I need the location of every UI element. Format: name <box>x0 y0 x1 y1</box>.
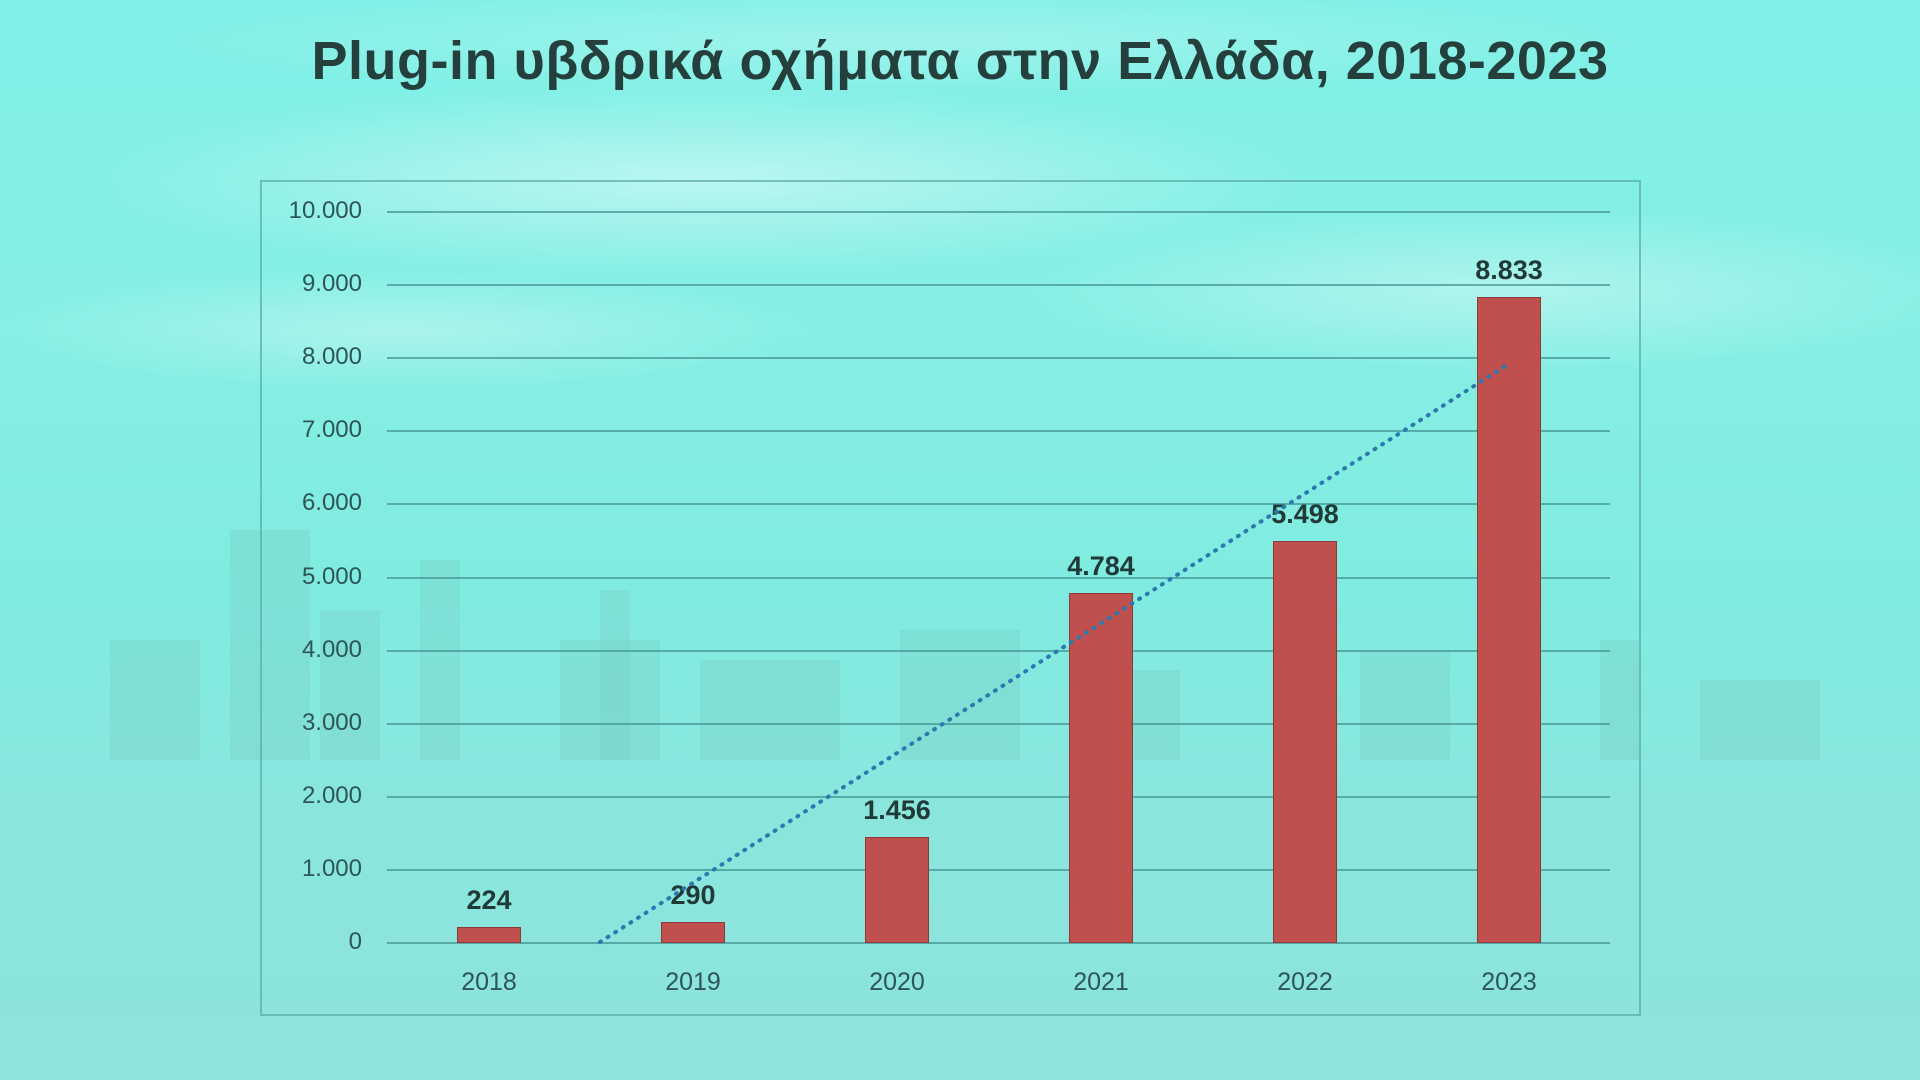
y-tick-label: 2.000 <box>301 781 362 809</box>
gridline <box>387 284 1610 287</box>
data-label: 5.498 <box>1271 499 1339 530</box>
data-label: 1.456 <box>863 794 931 825</box>
y-tick-label: 10.000 <box>288 197 362 224</box>
y-tick-label: 3.000 <box>301 708 362 736</box>
chart-frame <box>260 180 1641 1016</box>
y-tick-label: 9.000 <box>301 270 362 298</box>
gridline <box>387 211 1610 213</box>
data-label: 4.784 <box>1067 551 1135 582</box>
y-tick-label: 4.000 <box>301 635 362 663</box>
y-tick-label: 5.000 <box>301 562 362 590</box>
y-tick-label: 6.000 <box>301 489 362 517</box>
x-tick-label: 2019 <box>665 968 721 996</box>
bar-2019 <box>661 921 725 943</box>
x-tick-label: 2021 <box>1073 968 1129 996</box>
gridline <box>387 942 1610 944</box>
gridline <box>387 430 1610 433</box>
gridline <box>387 649 1610 652</box>
y-tick-label: 0 <box>348 928 362 955</box>
y-tick-label: 8.000 <box>301 343 362 371</box>
gridline <box>387 576 1610 579</box>
chart-title: Plug-in υβδρικά οχήματα στην Ελλάδα, 201… <box>311 31 1609 91</box>
y-tick-label: 7.000 <box>301 416 362 444</box>
y-tick-label: 1.000 <box>301 854 362 882</box>
bar-2023 <box>1477 297 1541 943</box>
data-label: 8.833 <box>1475 255 1543 286</box>
bar-2020 <box>865 836 929 943</box>
gridline <box>387 722 1610 725</box>
bar-2018 <box>457 926 521 943</box>
x-tick-label: 2022 <box>1277 968 1333 996</box>
x-tick-label: 2023 <box>1481 968 1537 996</box>
gridline <box>387 357 1610 360</box>
gridline <box>387 503 1610 506</box>
x-tick-label: 2020 <box>869 968 925 996</box>
gridline <box>387 795 1610 798</box>
gridline <box>387 868 1610 871</box>
data-label: 224 <box>466 884 512 915</box>
bar-2022 <box>1273 541 1337 943</box>
bar-2021 <box>1069 593 1133 943</box>
x-tick-label: 2018 <box>461 968 517 996</box>
